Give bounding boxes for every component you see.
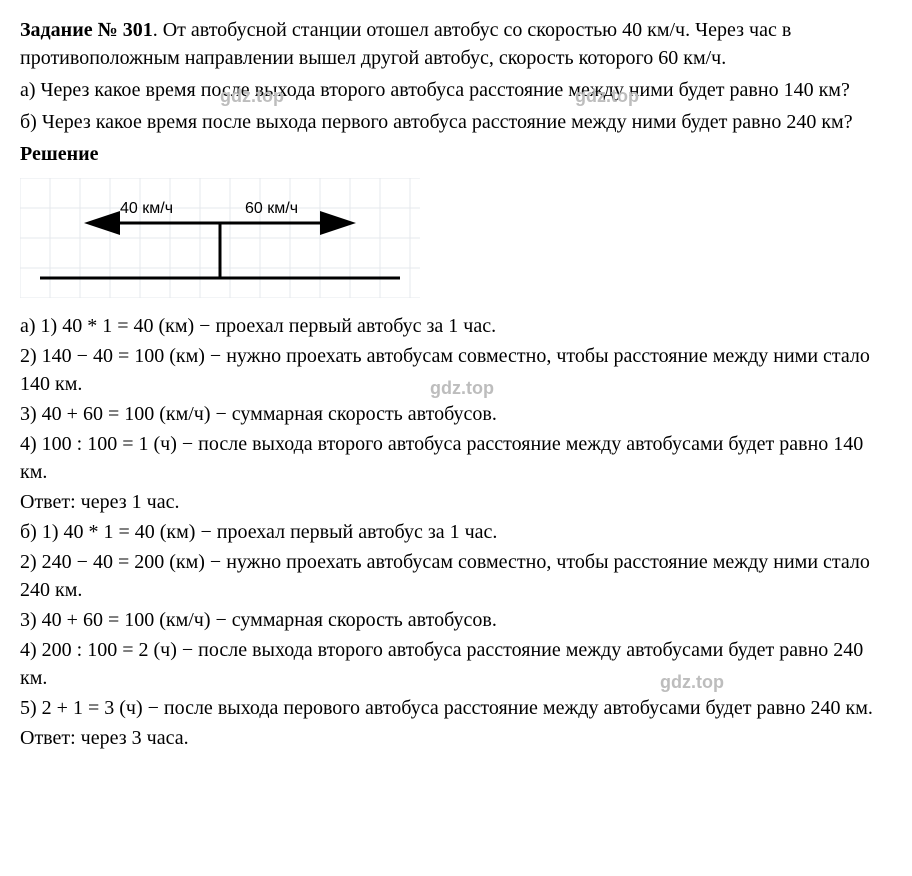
svg-text:40 км/ч: 40 км/ч [120,200,173,217]
task-block: Задание № 301. От автобусной станции ото… [20,16,892,168]
task-question-b: б) Через какое время после выхода первог… [20,108,892,136]
a-line-answer: Ответ: через 1 час. [20,488,892,516]
svg-text:60 км/ч: 60 км/ч [245,200,298,217]
b-line-2: 2) 240 − 40 = 200 (км) − нужно проехать … [20,548,892,604]
a-line-4: 4) 100 : 100 = 1 (ч) − после выхода втор… [20,430,892,486]
b-line-5: 5) 2 + 1 = 3 (ч) − после выхода перового… [20,694,892,722]
a-line-2: 2) 140 − 40 = 100 (км) − нужно проехать … [20,342,892,398]
solution-part-a: а) 1) 40 * 1 = 40 (км) − проехал первый … [20,312,892,516]
task-label: Задание № 301 [20,19,153,41]
diagram-svg: 40 км/ч 60 км/ч [20,178,420,298]
b-line-3: 3) 40 + 60 = 100 (км/ч) − суммарная скор… [20,606,892,634]
a-line-1: а) 1) 40 * 1 = 40 (км) − проехал первый … [20,312,892,340]
b-line-1: б) 1) 40 * 1 = 40 (км) − проехал первый … [20,518,892,546]
b-line-answer: Ответ: через 3 часа. [20,724,892,752]
solution-label: Решение [20,140,892,168]
diagram: 40 км/ч 60 км/ч [20,178,420,298]
a-line-3: 3) 40 + 60 = 100 (км/ч) − суммарная скор… [20,400,892,428]
b-line-4: 4) 200 : 100 = 2 (ч) − после выхода втор… [20,636,892,692]
task-title-line: Задание № 301. От автобусной станции ото… [20,16,892,72]
solution-part-b: б) 1) 40 * 1 = 40 (км) − проехал первый … [20,518,892,752]
task-question-a: а) Через какое время после выхода второг… [20,76,892,104]
